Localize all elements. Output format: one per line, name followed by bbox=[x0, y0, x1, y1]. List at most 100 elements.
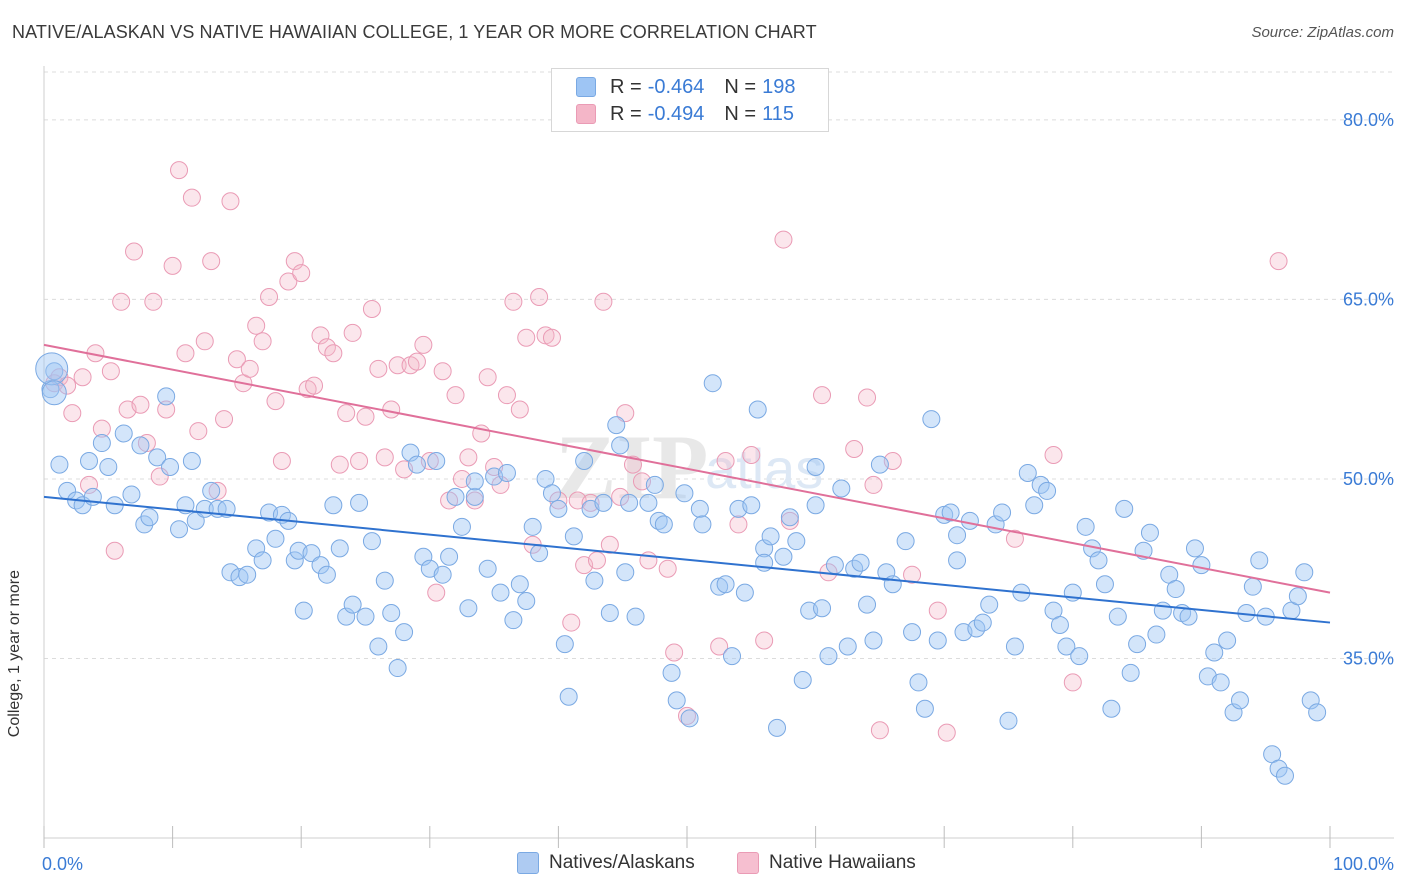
data-point-blue bbox=[575, 451, 594, 470]
data-point-pink bbox=[305, 376, 324, 395]
data-point-blue bbox=[864, 631, 883, 650]
data-point-blue bbox=[838, 637, 857, 656]
data-point-blue bbox=[667, 691, 686, 710]
data-point-blue bbox=[774, 547, 793, 566]
data-point-blue bbox=[1005, 637, 1024, 656]
data-point-pink bbox=[163, 256, 182, 275]
data-point-blue bbox=[585, 571, 604, 590]
y-tick-label: 50.0% bbox=[1343, 469, 1394, 489]
data-point-pink bbox=[716, 451, 735, 470]
data-point-pink bbox=[594, 292, 613, 311]
data-point-blue bbox=[1295, 563, 1314, 582]
legend-n-label: N = bbox=[724, 75, 757, 98]
bottom-legend-hawaiians: Native Hawaiians bbox=[737, 852, 916, 874]
data-point-blue bbox=[680, 709, 699, 728]
data-point-pink bbox=[446, 386, 465, 405]
data-point-blue bbox=[1275, 766, 1294, 785]
data-point-blue bbox=[780, 508, 799, 527]
data-point-blue bbox=[114, 424, 133, 443]
legend-row-natives: R = -0.464 N = 198 bbox=[576, 74, 795, 100]
data-point-pink bbox=[324, 344, 343, 363]
data-point-blue bbox=[362, 532, 381, 551]
data-point-pink bbox=[937, 723, 956, 742]
data-point-pink bbox=[710, 637, 729, 656]
data-point-blue bbox=[407, 455, 426, 474]
data-point-blue bbox=[1230, 691, 1249, 710]
data-point-blue bbox=[903, 623, 922, 642]
data-point-blue bbox=[716, 575, 735, 594]
data-point-blue bbox=[1308, 703, 1327, 722]
data-point-blue bbox=[928, 631, 947, 650]
data-point-blue bbox=[510, 575, 529, 594]
data-point-blue bbox=[1115, 499, 1134, 518]
data-point-blue bbox=[478, 559, 497, 578]
data-point-pink bbox=[112, 292, 131, 311]
data-point-pink bbox=[92, 419, 111, 438]
data-point-blue bbox=[1089, 551, 1108, 570]
data-point-pink bbox=[433, 362, 452, 381]
bottom-legend-label: Native Hawaiians bbox=[769, 852, 916, 873]
svg-text:atlas: atlas bbox=[705, 437, 823, 500]
data-point-blue bbox=[530, 544, 549, 563]
x-tick-label: 0.0% bbox=[42, 854, 83, 874]
data-point-pink bbox=[195, 332, 214, 351]
data-point-blue bbox=[465, 472, 484, 491]
data-point-blue bbox=[170, 520, 189, 539]
data-point-blue bbox=[980, 595, 999, 614]
data-point-blue bbox=[80, 451, 99, 470]
data-point-pink bbox=[260, 288, 279, 307]
data-point-blue bbox=[465, 487, 484, 506]
data-point-blue bbox=[356, 607, 375, 626]
data-point-blue bbox=[1057, 637, 1076, 656]
bottom-legend-natives: Natives/Alaskans bbox=[517, 852, 695, 874]
data-point-pink bbox=[73, 368, 92, 387]
data-point-blue bbox=[787, 532, 806, 551]
data-point-blue bbox=[266, 529, 285, 548]
data-point-blue bbox=[1185, 539, 1204, 558]
data-point-pink bbox=[343, 323, 362, 342]
data-point-blue bbox=[1211, 673, 1230, 692]
x-tick-label: 100.0% bbox=[1333, 854, 1394, 874]
data-point-blue bbox=[973, 613, 992, 632]
data-point-blue bbox=[1076, 517, 1095, 536]
data-point-blue bbox=[452, 517, 471, 536]
data-point-blue bbox=[433, 565, 452, 584]
data-point-blue bbox=[600, 603, 619, 622]
legend-n-label: N = bbox=[724, 102, 757, 125]
data-point-blue bbox=[620, 493, 639, 512]
data-point-blue bbox=[742, 496, 761, 515]
trend-line-natives bbox=[43, 495, 1331, 624]
data-point-blue bbox=[735, 583, 754, 602]
data-point-blue bbox=[723, 647, 742, 666]
data-point-pink bbox=[1044, 446, 1063, 464]
data-point-blue bbox=[1288, 587, 1307, 606]
data-point-blue bbox=[324, 496, 343, 515]
data-point-pink bbox=[272, 451, 291, 470]
data-point-pink bbox=[330, 455, 349, 474]
data-point-pink bbox=[292, 264, 311, 283]
data-point-blue bbox=[662, 663, 681, 682]
data-point-blue bbox=[45, 362, 64, 381]
data-point-blue bbox=[302, 544, 321, 563]
data-point-blue bbox=[285, 551, 304, 570]
legend-swatch-pink bbox=[576, 104, 596, 124]
data-point-blue bbox=[440, 547, 459, 566]
data-point-blue bbox=[1192, 556, 1211, 575]
data-point-blue bbox=[382, 603, 401, 622]
data-point-blue bbox=[813, 599, 832, 618]
data-point-blue bbox=[446, 487, 465, 506]
data-point-blue bbox=[148, 448, 167, 467]
data-point-pink bbox=[928, 601, 947, 620]
legend: R = -0.464 N = 198 R = -0.494 N = 115 bbox=[551, 68, 829, 132]
trend-line-hawaiians bbox=[43, 343, 1331, 594]
data-point-pink bbox=[755, 631, 774, 650]
data-point-pink bbox=[247, 316, 266, 335]
data-point-pink bbox=[221, 192, 240, 211]
data-point-pink bbox=[350, 451, 369, 470]
data-point-blue bbox=[1205, 643, 1224, 662]
data-point-blue bbox=[317, 565, 336, 584]
data-point-blue bbox=[690, 499, 709, 518]
data-point-blue bbox=[50, 455, 69, 474]
y-tick-label: 65.0% bbox=[1343, 289, 1394, 309]
data-point-blue bbox=[517, 592, 536, 611]
